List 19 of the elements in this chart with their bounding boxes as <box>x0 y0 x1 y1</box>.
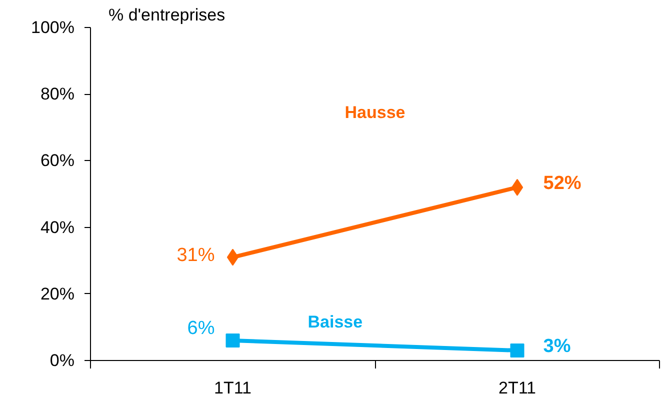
point <box>226 334 240 348</box>
data-label: 31% <box>176 244 215 266</box>
x-tick-label: 2T11 <box>498 378 536 398</box>
point <box>511 178 524 196</box>
y-tick-label: 40% <box>40 218 75 237</box>
x-tick-label: 1T11 <box>214 378 252 398</box>
y-tick-label: 80% <box>40 84 75 104</box>
data-label: 6% <box>187 318 215 340</box>
data-label: 52% <box>543 172 582 194</box>
point <box>510 344 524 358</box>
y-axis-title: % d'entreprises <box>108 6 226 24</box>
y-tick-label: 0% <box>50 351 75 370</box>
y-tick-label: 100% <box>31 18 75 37</box>
y-tick-label: 20% <box>40 284 75 304</box>
y-tick-label: 60% <box>40 151 75 170</box>
point <box>226 248 239 266</box>
data-label: 3% <box>543 336 571 358</box>
series-label: Baisse <box>308 312 363 332</box>
text: Hausse <box>344 102 406 122</box>
